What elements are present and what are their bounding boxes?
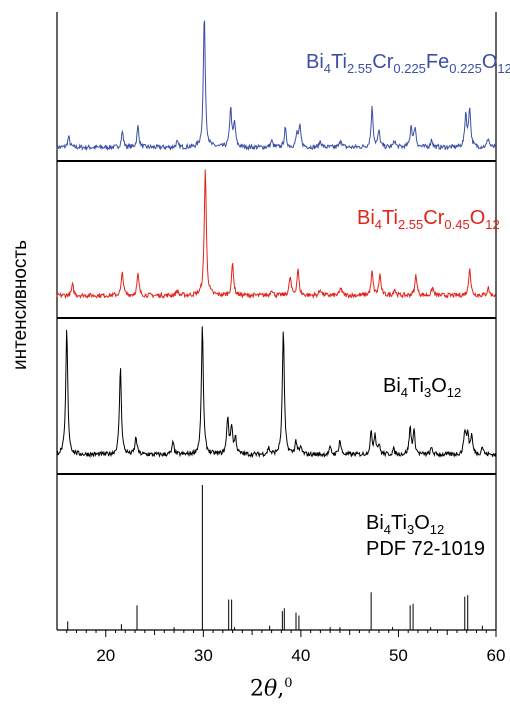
y-axis-label: интенсивность bbox=[10, 239, 31, 371]
x-tick-label: 40 bbox=[291, 646, 310, 665]
x-tick-label: 50 bbox=[389, 646, 408, 665]
pattern-line-1 bbox=[56, 20, 497, 152]
pattern-line-2 bbox=[56, 169, 496, 300]
label-pdf-card: PDF 72-1019 bbox=[366, 538, 485, 560]
pattern-line-3 bbox=[56, 326, 497, 459]
x-tick-label: 20 bbox=[96, 646, 115, 665]
x-tick-label: 60 bbox=[487, 646, 506, 665]
label-bi4ti3o12: Bi4Ti3O12 bbox=[383, 375, 461, 400]
label-bi4ti255cr045o12: Bi4Ti2.55Cr0.45O12 bbox=[357, 207, 500, 232]
x-axis-label: 2θ,0 bbox=[250, 676, 293, 702]
label-bi4ti255cr0225fe0225o12: Bi4Ti2.55Cr0.225Fe0.225O12 bbox=[306, 51, 510, 76]
x-tick-label: 30 bbox=[194, 646, 213, 665]
label-reference-formula: Bi4Ti3O12 bbox=[366, 512, 444, 537]
